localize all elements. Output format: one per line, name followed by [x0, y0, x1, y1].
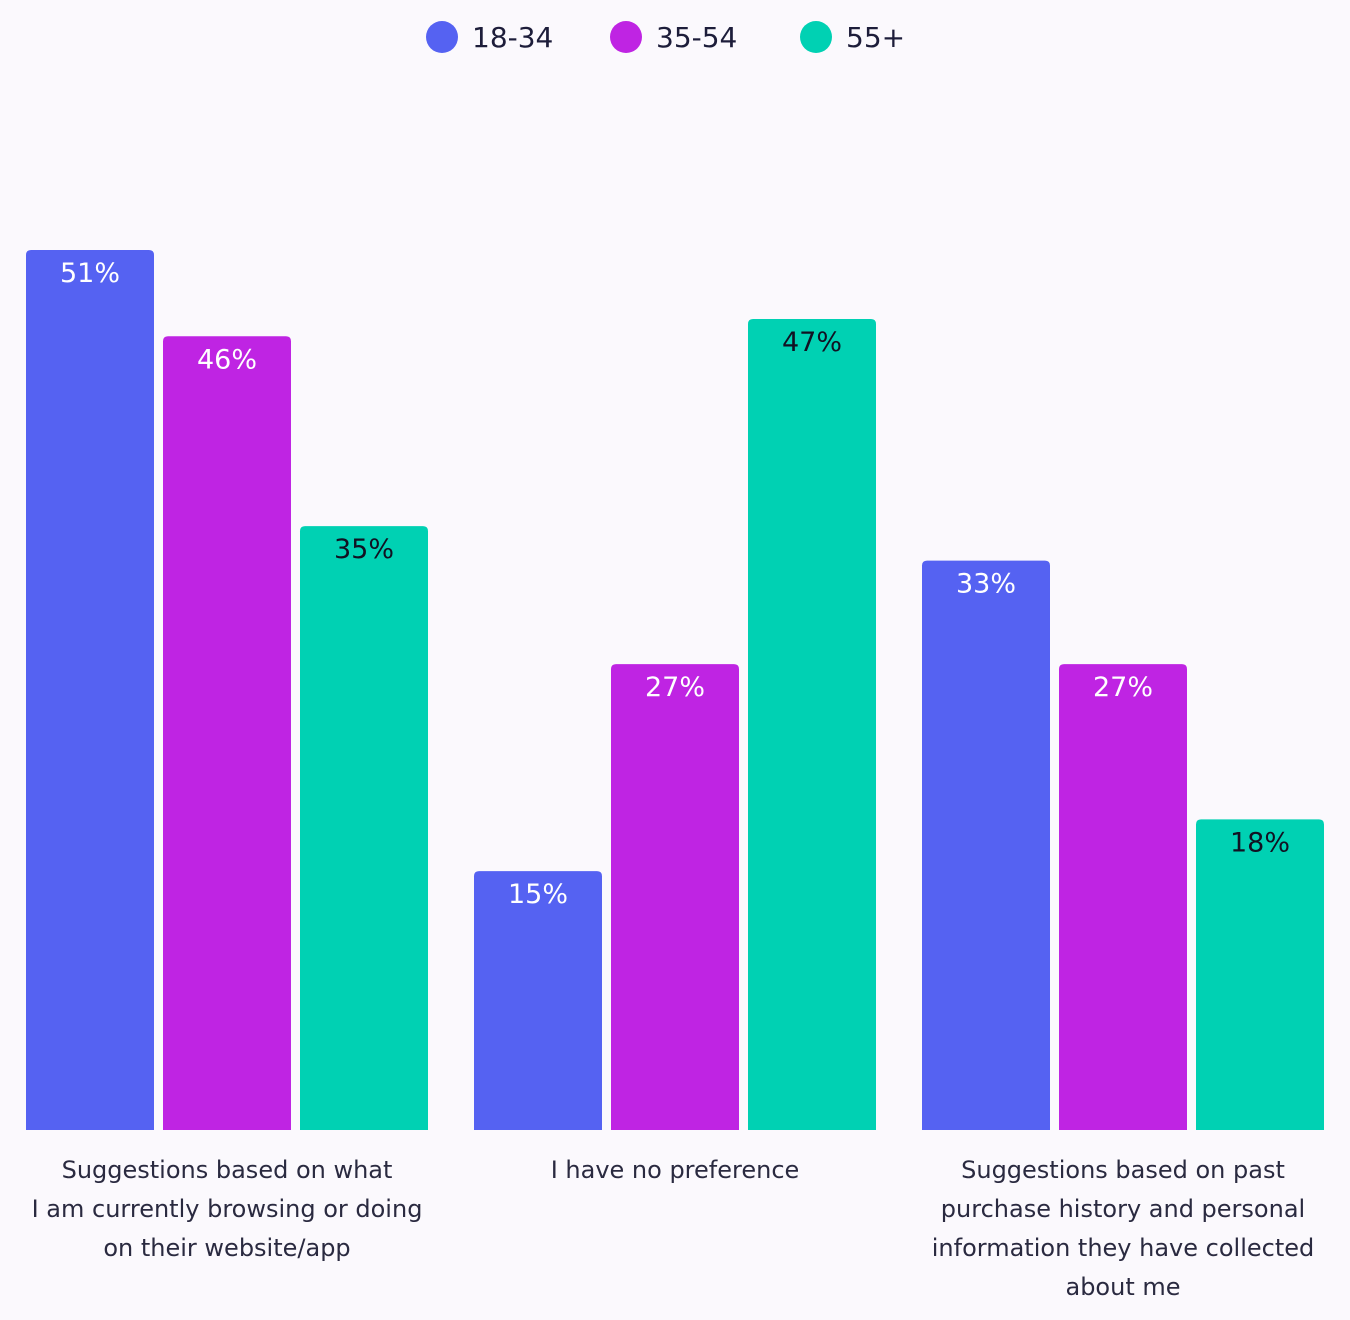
legend-label-55+: 55+: [846, 21, 905, 54]
category-label-line: purchase history and personal: [941, 1195, 1305, 1223]
legend-swatch-18-34: [426, 21, 458, 53]
bar-35-54-cat2: [611, 664, 739, 1130]
category-label-2: I have no preference: [551, 1156, 800, 1184]
category-label-line: Suggestions based on what: [62, 1156, 393, 1184]
bars: [26, 249, 1324, 1130]
bar-value-label: 15%: [508, 879, 568, 910]
bar-35-54-cat3: [1059, 664, 1187, 1130]
bar-value-label: 27%: [645, 672, 705, 703]
bar-labels: 51% 46% 35% 15% 27% 47% 33% 27% 18%: [60, 258, 1290, 910]
legend-label-18-34: 18-34: [472, 21, 553, 54]
bar-value-label: 18%: [1230, 827, 1290, 858]
category-label-line: I have no preference: [551, 1156, 800, 1184]
bar-value-label: 33%: [956, 569, 1016, 600]
bar-55+-cat1: [300, 526, 428, 1130]
category-label-line: I am currently browsing or doing: [32, 1195, 423, 1223]
legend-swatch-35-54: [610, 21, 642, 53]
category-label-line: Suggestions based on past: [961, 1156, 1285, 1184]
category-label-line: information they have collected: [932, 1234, 1314, 1262]
bar-18-34-cat2: [474, 871, 602, 1130]
bar-value-label: 51%: [60, 258, 120, 289]
legend-swatch-55+: [800, 21, 832, 53]
category-label-line: on their website/app: [103, 1234, 350, 1262]
bar-55+-cat3: [1196, 819, 1324, 1130]
bar-55+-cat2: [748, 319, 876, 1130]
bar-18-34-cat3: [922, 560, 1050, 1130]
bar-value-label: 35%: [334, 534, 394, 565]
category-label-line: about me: [1065, 1273, 1180, 1301]
category-label-1: Suggestions based on what I am currently …: [32, 1156, 423, 1262]
legend-label-35-54: 35-54: [656, 21, 737, 54]
bar-value-label: 47%: [782, 327, 842, 358]
bar-18-34-cat1: [26, 249, 154, 1130]
legend: 18-34 35-54 55+: [426, 21, 905, 54]
bar-value-label: 46%: [197, 344, 257, 375]
category-labels: Suggestions based on what I am currently …: [32, 1156, 1315, 1301]
bar-35-54-cat1: [163, 336, 291, 1130]
bar-value-label: 27%: [1093, 672, 1153, 703]
category-label-3: Suggestions based on past purchase histor…: [932, 1156, 1314, 1301]
